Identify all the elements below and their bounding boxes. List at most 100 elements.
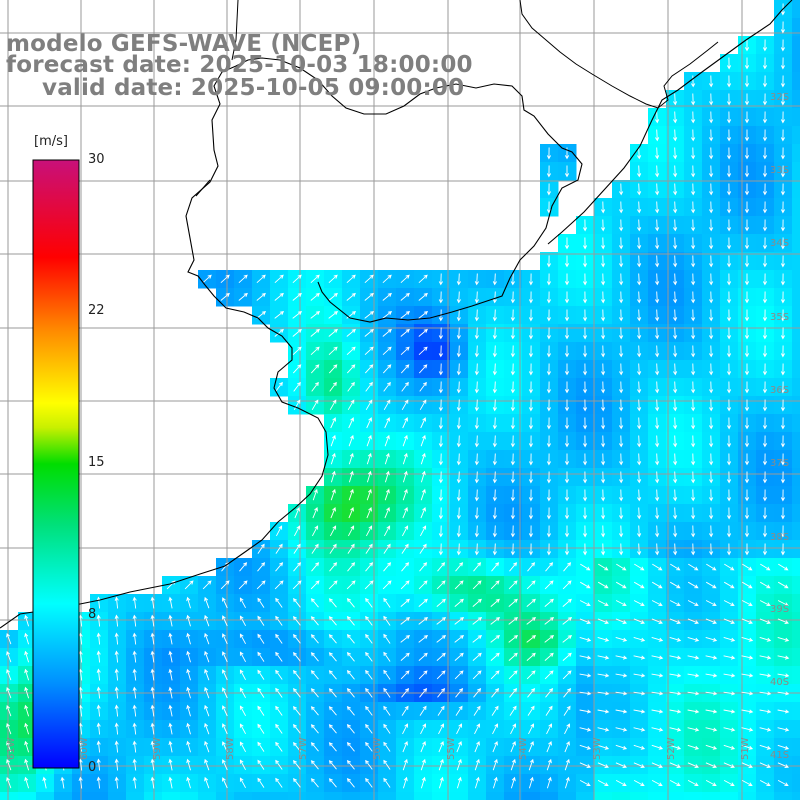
wind-arrow — [691, 291, 696, 304]
wind-arrow — [673, 363, 678, 376]
wind-arrow — [583, 417, 588, 430]
wind-arrow — [364, 274, 374, 284]
wind-arrow — [777, 581, 789, 589]
wind-arrow — [168, 704, 173, 717]
wind-arrow — [274, 292, 284, 301]
wind-arrow — [474, 417, 479, 430]
wind-arrow — [669, 636, 682, 642]
wind-arrow — [780, 147, 785, 160]
wind-arrow — [691, 525, 696, 538]
wind-arrow — [601, 273, 606, 286]
wind-arrow — [651, 618, 663, 624]
wind-arrow — [727, 417, 732, 430]
wind-arrow — [669, 673, 682, 678]
wind-arrow — [222, 723, 228, 735]
wind-arrow — [328, 742, 337, 752]
wind-arrow — [619, 399, 624, 412]
wind-arrow — [275, 723, 283, 734]
wind-arrow — [759, 618, 771, 624]
wind-arrow — [222, 741, 228, 753]
wind-arrow — [168, 758, 173, 771]
wind-arrow — [328, 670, 337, 680]
wind-arrow — [400, 635, 411, 643]
wind-arrow — [759, 709, 772, 714]
wind-arrow — [204, 650, 210, 663]
wind-arrow — [346, 311, 357, 319]
wind-arrow — [222, 597, 228, 609]
wind-arrow — [492, 327, 497, 340]
wind-arrow — [275, 705, 283, 716]
wind-arrow — [437, 705, 445, 716]
wind-arrow — [24, 740, 30, 753]
wind-arrow — [366, 507, 372, 519]
wind-arrow — [762, 381, 768, 394]
wind-arrow — [564, 147, 570, 160]
wind-arrow — [633, 691, 646, 696]
wind-speed-cell — [108, 792, 127, 800]
wind-speed-cell — [792, 18, 800, 37]
wind-arrow — [24, 614, 30, 627]
wind-arrow — [257, 687, 265, 698]
wind-arrow — [564, 255, 570, 268]
wind-arrow — [597, 709, 610, 714]
wind-arrow — [239, 687, 246, 699]
wind-arrow — [546, 741, 552, 753]
wind-arrow — [579, 581, 591, 589]
wind-arrow — [777, 780, 789, 787]
wind-arrow — [420, 758, 426, 771]
wind-arrow — [402, 723, 409, 735]
wind-arrow — [78, 776, 83, 789]
wind-arrow — [150, 722, 155, 735]
wind-arrow — [510, 435, 515, 448]
wind-arrow — [257, 597, 265, 608]
wind-arrow — [705, 762, 717, 768]
wind-arrow — [651, 655, 664, 660]
wind-arrow — [202, 580, 212, 590]
wind-arrow — [257, 759, 265, 770]
wind-arrow — [401, 543, 409, 554]
wind-speed-cell — [486, 792, 505, 800]
wind-arrow — [709, 453, 714, 466]
wind-arrow — [709, 237, 714, 250]
wind-arrow — [400, 617, 411, 625]
wind-arrow — [364, 292, 374, 301]
wind-arrow — [114, 758, 119, 771]
wind-arrow — [709, 489, 714, 502]
wind-arrow — [633, 727, 646, 732]
wind-arrow — [563, 705, 571, 716]
wind-speed-cell — [792, 738, 800, 757]
lat-label: 32S — [770, 92, 789, 103]
wind-arrow — [528, 273, 533, 286]
wind-speed-cell — [792, 414, 800, 433]
wind-arrow — [562, 652, 572, 661]
wind-arrow — [762, 75, 768, 88]
wind-arrow — [546, 147, 551, 160]
wind-arrow — [669, 600, 681, 607]
wind-arrow — [402, 452, 408, 465]
wind-arrow — [456, 435, 461, 448]
wind-speed-cell — [792, 144, 800, 163]
wind-arrow — [655, 291, 660, 304]
wind-arrow — [759, 673, 772, 678]
wind-arrow — [132, 596, 137, 609]
wind-arrow — [723, 709, 736, 714]
wind-arrow — [418, 364, 428, 374]
wind-arrow — [652, 563, 663, 571]
lat-label: 40S — [770, 677, 789, 688]
wind-arrow — [780, 309, 785, 322]
wind-arrow — [687, 762, 699, 768]
wind-arrow — [492, 507, 497, 520]
wind-arrow — [673, 273, 678, 286]
wind-arrow — [633, 709, 646, 714]
wind-arrow — [655, 471, 660, 484]
wind-arrow — [780, 327, 785, 340]
wind-arrow — [274, 274, 284, 284]
lon-label: 56W — [372, 737, 383, 760]
wind-arrow — [492, 399, 497, 412]
wind-speed-cell — [252, 792, 271, 800]
wind-speed-cell — [792, 486, 800, 505]
wind-arrow — [526, 635, 537, 643]
wind-arrow — [437, 687, 446, 698]
wind-arrow — [759, 744, 772, 750]
wind-arrow — [365, 399, 373, 411]
